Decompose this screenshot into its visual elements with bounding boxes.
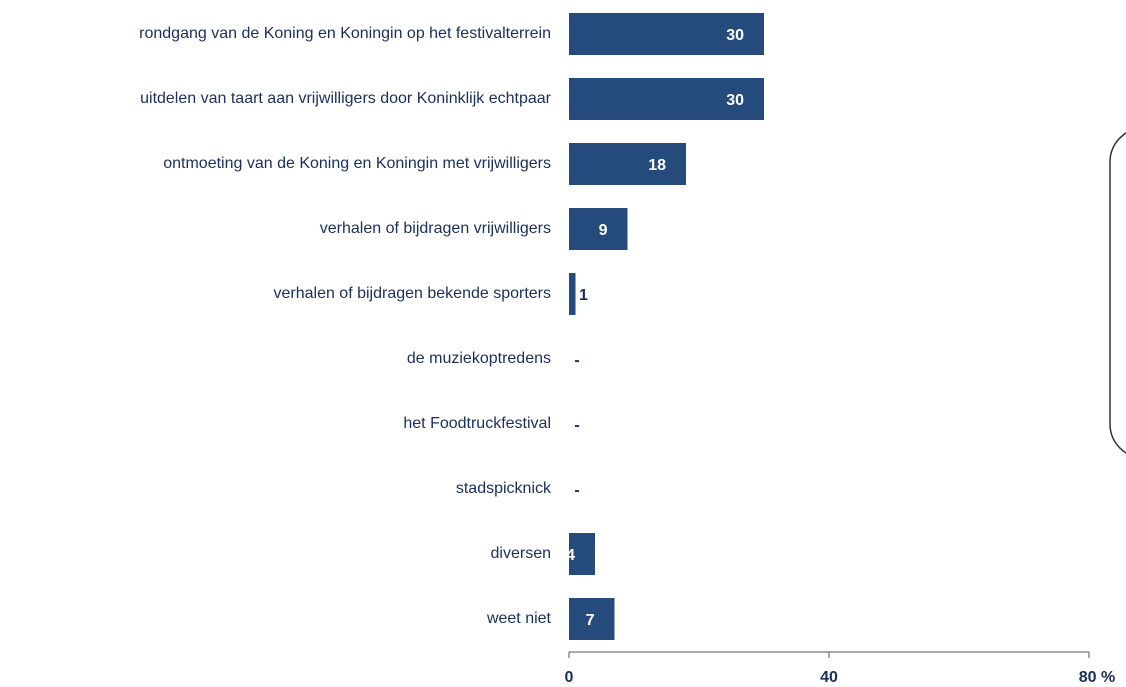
value-label: 1: [579, 287, 588, 304]
category-label-box: diversen: [491, 544, 551, 564]
value-label: -: [574, 352, 579, 369]
category-label: het Foodtruckfestival: [403, 415, 551, 432]
x-tick-label: 80 %: [1079, 669, 1115, 686]
value-label: -: [574, 482, 579, 499]
value-label: 4: [566, 547, 575, 564]
bar: [569, 78, 764, 120]
category-label-box: de muziekoptredens: [407, 349, 551, 369]
category-label-box: weet niet: [487, 609, 551, 629]
side-box: [1109, 132, 1126, 454]
bar: [569, 143, 686, 185]
value-label: 30: [726, 27, 744, 44]
value-label: -: [574, 417, 579, 434]
value-label: 7: [586, 612, 595, 629]
value-label: 9: [599, 222, 608, 239]
bar: [569, 598, 615, 640]
category-label: weet niet: [486, 610, 551, 627]
category-label: rondgang van de Koning en Koningin op he…: [139, 25, 551, 42]
category-label: stadspicknick: [455, 480, 551, 497]
x-tick-label: 40: [820, 669, 838, 686]
category-label-box: verhalen of bijdragen bekende sporters: [273, 284, 551, 304]
category-label: diversen: [490, 545, 551, 562]
category-label-box: ontmoeting van de Koning en Koningin met…: [163, 154, 551, 174]
category-label: verhalen of bijdragen bekende sporters: [273, 285, 551, 302]
bar: [569, 273, 576, 315]
category-label-box: verhalen of bijdragen vrijwilligers: [320, 219, 551, 239]
category-label-box: uitdelen van taart aan vrijwilligers doo…: [140, 89, 551, 109]
category-label-box: rondgang van de Koning en Koningin op he…: [139, 24, 551, 44]
bar: [569, 533, 595, 575]
category-label: verhalen of bijdragen vrijwilligers: [319, 220, 551, 237]
category-label: ontmoeting van de Koning en Koningin met…: [163, 155, 551, 172]
category-label: uitdelen van taart aan vrijwilligers doo…: [140, 90, 551, 107]
x-tick-label: 0: [565, 669, 574, 686]
category-label-box: het Foodtruckfestival: [403, 414, 551, 434]
bar: [569, 13, 764, 55]
value-label: 18: [648, 157, 666, 174]
category-label: de muziekoptredens: [406, 350, 551, 367]
value-label: 30: [726, 92, 744, 109]
category-label-box: stadspicknick: [456, 479, 551, 499]
bar: [569, 208, 628, 250]
